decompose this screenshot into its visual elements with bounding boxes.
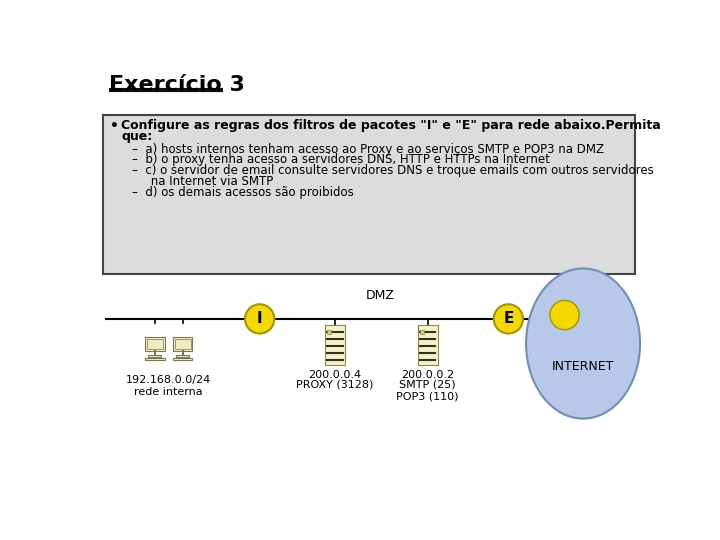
Text: que:: que:	[121, 130, 153, 143]
Ellipse shape	[526, 268, 640, 418]
Text: Exercício 3: Exercício 3	[109, 75, 245, 95]
Circle shape	[550, 300, 579, 330]
FancyBboxPatch shape	[173, 337, 192, 351]
FancyBboxPatch shape	[176, 355, 189, 357]
Circle shape	[245, 304, 274, 334]
Text: I: I	[257, 312, 263, 326]
Text: E: E	[503, 312, 513, 326]
Text: DMZ: DMZ	[366, 289, 395, 302]
FancyBboxPatch shape	[420, 330, 423, 334]
FancyBboxPatch shape	[145, 337, 165, 351]
FancyBboxPatch shape	[145, 358, 165, 360]
Text: 192.168.0.0/24
rede interna: 192.168.0.0/24 rede interna	[126, 375, 212, 397]
FancyBboxPatch shape	[175, 339, 191, 349]
Text: INTERNET: INTERNET	[552, 360, 614, 373]
Text: na Internet via SMTP: na Internet via SMTP	[132, 175, 273, 188]
Text: PROXY (3128): PROXY (3128)	[297, 380, 374, 390]
Text: –  d) os demais acessos são proibidos: – d) os demais acessos são proibidos	[132, 186, 354, 199]
Text: –  b) o proxy tenha acesso a servidores DNS, HTTP e HTTPs na Internet: – b) o proxy tenha acesso a servidores D…	[132, 153, 549, 166]
Text: Configure as regras dos filtros de pacotes "I" e "E" para rede abaixo.Permita: Configure as regras dos filtros de pacot…	[121, 119, 661, 132]
Text: SMTP (25)
POP3 (110): SMTP (25) POP3 (110)	[396, 380, 459, 401]
FancyBboxPatch shape	[173, 358, 192, 360]
Text: •: •	[110, 119, 119, 133]
FancyBboxPatch shape	[102, 115, 636, 274]
FancyBboxPatch shape	[325, 325, 345, 365]
FancyBboxPatch shape	[418, 325, 438, 365]
Circle shape	[494, 304, 523, 334]
Text: –  c) o servidor de email consulte servidores DNS e troque emails com outros ser: – c) o servidor de email consulte servid…	[132, 164, 654, 177]
Text: 200.0.0.4: 200.0.0.4	[309, 370, 361, 380]
FancyBboxPatch shape	[147, 339, 163, 349]
FancyBboxPatch shape	[328, 330, 331, 334]
Text: –  a) hosts internos tenham acesso ao Proxy e ao serviços SMTP e POP3 na DMZ: – a) hosts internos tenham acesso ao Pro…	[132, 143, 604, 156]
FancyBboxPatch shape	[148, 355, 161, 357]
Text: 200.0.0.2: 200.0.0.2	[401, 370, 454, 380]
